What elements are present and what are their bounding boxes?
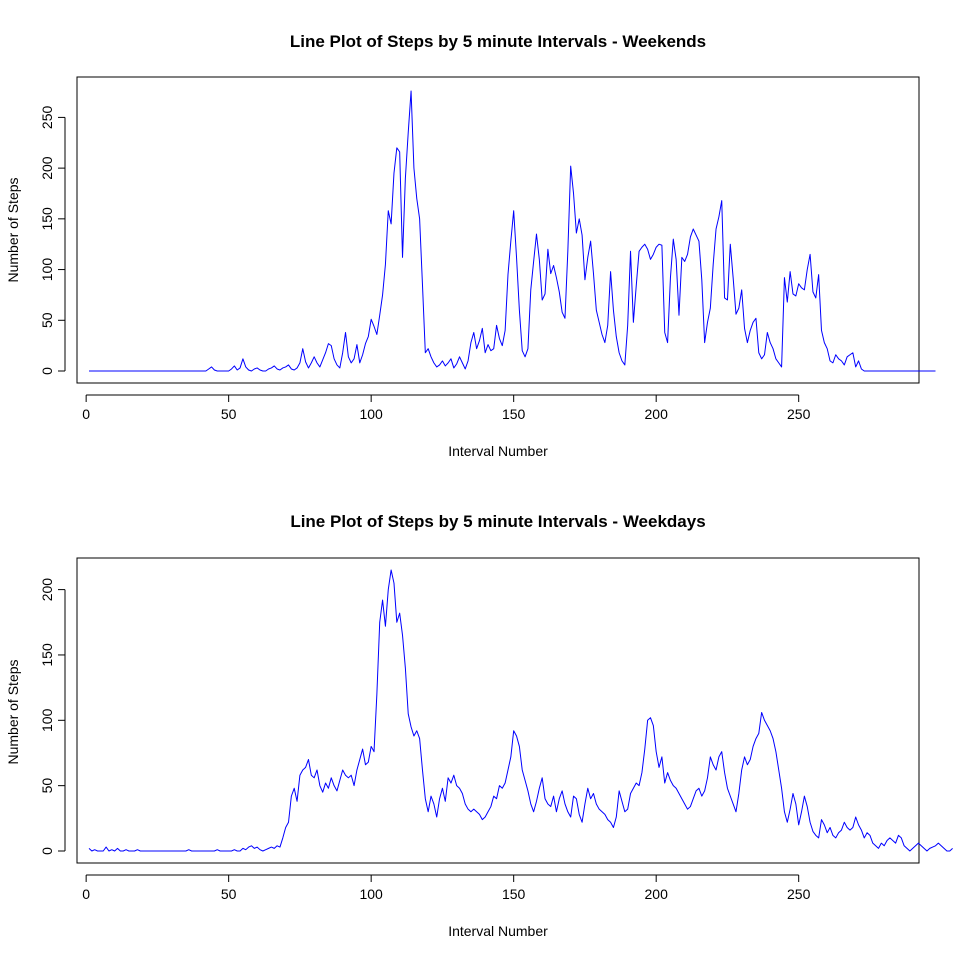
series-line [88,569,953,852]
y-tick-label: 0 [39,847,55,855]
series-line [89,90,936,372]
x-tick-label: 0 [82,406,90,422]
x-tick-label: 150 [502,406,526,422]
panel-weekdays: Line Plot of Steps by 5 minute Intervals… [5,512,953,939]
x-tick-label: 200 [645,406,669,422]
x-tick-label: 150 [502,886,526,902]
x-tick-label: 50 [221,886,237,902]
y-axis-label: Number of Steps [5,659,21,764]
x-tick-label: 100 [359,886,383,902]
x-tick-label: 100 [359,406,383,422]
y-axis: 0 50 100 150 200 [39,578,66,855]
y-tick-label: 50 [39,312,55,328]
chart-title: Line Plot of Steps by 5 minute Intervals… [290,512,705,531]
y-axis-label: Number of Steps [5,177,21,282]
plot-frame [76,76,920,384]
y-tick-label: 250 [39,106,55,130]
y-tick-label: 100 [39,708,55,732]
y-tick-label: 150 [39,207,55,231]
y-tick-label: 0 [39,367,55,375]
x-tick-label: 250 [787,406,811,422]
x-tick-label: 250 [787,886,811,902]
x-tick-label: 200 [645,886,669,902]
y-tick-label: 200 [39,156,55,180]
panel-weekends: Line Plot of Steps by 5 minute Intervals… [5,32,936,459]
x-axis: 0 50 100 150 200 250 [82,394,811,422]
y-axis: 0 50 100 150 200 250 [39,106,66,375]
x-tick-label: 0 [82,886,90,902]
y-tick-label: 150 [39,643,55,667]
series-group [89,90,936,372]
x-tick-label: 50 [221,406,237,422]
x-axis-label: Interval Number [448,443,548,459]
x-axis: 0 50 100 150 200 250 [82,874,811,902]
y-tick-label: 200 [39,578,55,602]
plot-frame [76,557,920,864]
chart-title: Line Plot of Steps by 5 minute Intervals… [290,32,706,51]
series-group [88,569,953,852]
y-tick-label: 50 [39,778,55,794]
x-axis-label: Interval Number [448,923,548,939]
y-tick-label: 100 [39,258,55,282]
